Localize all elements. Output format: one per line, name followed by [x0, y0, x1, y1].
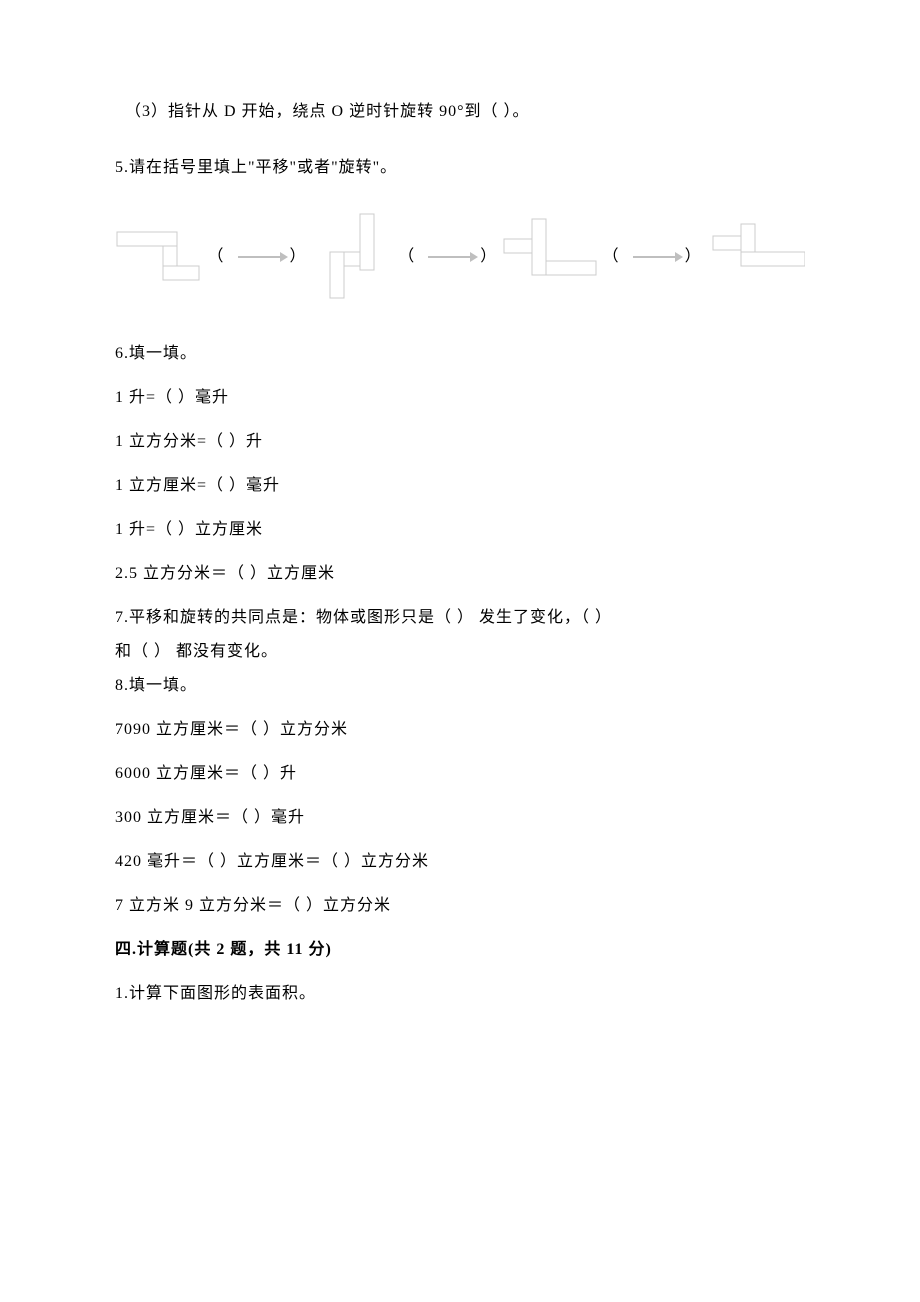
question-6-line-3-text: 1 升=（ ）立方厘米: [115, 521, 263, 538]
question-6-line-1: 1 立方分米=（ ）升: [115, 430, 805, 454]
paren-close-2: ）: [480, 245, 496, 269]
question-7-line-2: 和（ ） 都没有变化。: [115, 640, 805, 664]
question-8-line-0: 7090 立方厘米＝（ ）立方分米: [115, 718, 805, 742]
paren-open-3: （: [603, 245, 619, 269]
question-5-intro: 5.请在括号里填上"平移"或者"旋转"。: [115, 156, 805, 180]
paren-close-1: ）: [290, 245, 306, 269]
question-8-line-4-text: 7 立方米 9 立方分米＝（ ）立方分米: [115, 897, 391, 914]
question-8-title: 8.填一填。: [115, 674, 805, 698]
section-4-title-text: 四.计算题(共 2 题，共 11 分): [115, 941, 332, 958]
question-8-line-3-text: 420 毫升＝（ ）立方厘米＝（ ）立方分米: [115, 853, 429, 870]
arrow-icon-2: [428, 251, 478, 263]
section-4-title: 四.计算题(共 2 题，共 11 分): [115, 938, 805, 962]
question-8-line-1-text: 6000 立方厘米＝（ ）升: [115, 765, 297, 782]
arrow-icon-1: [238, 251, 288, 263]
question-6-line-3: 1 升=（ ）立方厘米: [115, 518, 805, 542]
question-calc-1: 1.计算下面图形的表面积。: [115, 982, 805, 1006]
paren-open-2: （: [398, 245, 414, 269]
shape-2: [312, 212, 393, 302]
question-8-line-2: 300 立方厘米＝（ ）毫升: [115, 806, 805, 830]
question-8-line-4: 7 立方米 9 立方分米＝（ ）立方分米: [115, 894, 805, 918]
question-6-line-0-text: 1 升=（ ）毫升: [115, 389, 229, 406]
paren-open-1: （: [208, 245, 224, 269]
arrow-icon-3: [633, 251, 683, 263]
question-6-line-1-text: 1 立方分米=（ ）升: [115, 433, 263, 450]
paren-close-3: ）: [685, 245, 701, 269]
question-6-line-2-text: 1 立方厘米=（ ）毫升: [115, 477, 280, 494]
question-calc-1-text: 1.计算下面图形的表面积。: [115, 985, 316, 1002]
question-7-line-2-text: 和（ ） 都没有变化。: [115, 643, 278, 660]
arrow-group-1: （ ）: [208, 245, 306, 269]
question-6-line-4: 2.5 立方分米＝（ ）立方厘米: [115, 562, 805, 586]
question-7-line-1: 7.平移和旋转的共同点是：物体或图形只是（ ） 发生了变化，（ ）: [115, 606, 805, 630]
question-7-line-1-text: 7.平移和旋转的共同点是：物体或图形只是（ ） 发生了变化，（ ）: [115, 609, 612, 626]
question-8-title-text: 8.填一填。: [115, 677, 197, 694]
arrow-group-3: （ ）: [603, 245, 701, 269]
question-6-line-4-text: 2.5 立方分米＝（ ）立方厘米: [115, 565, 335, 582]
shape-1: [115, 222, 202, 292]
question-6-title: 6.填一填。: [115, 342, 805, 366]
question-6-line-2: 1 立方厘米=（ ）毫升: [115, 474, 805, 498]
question-6-line-0: 1 升=（ ）毫升: [115, 386, 805, 410]
question-8-line-1: 6000 立方厘米＝（ ）升: [115, 762, 805, 786]
shape-4: [707, 222, 805, 292]
question-8-line-3: 420 毫升＝（ ）立方厘米＝（ ）立方分米: [115, 850, 805, 874]
question-5-diagram: （ ） （ ） （: [115, 212, 805, 302]
question-6-title-text: 6.填一填。: [115, 345, 197, 362]
question-4-3-text: （3）指针从 D 开始，绕点 O 逆时针旋转 90°到（ ）。: [125, 103, 530, 120]
question-8-line-0-text: 7090 立方厘米＝（ ）立方分米: [115, 721, 348, 738]
question-8-line-2-text: 300 立方厘米＝（ ）毫升: [115, 809, 305, 826]
question-5-intro-text: 5.请在括号里填上"平移"或者"旋转"。: [115, 159, 397, 176]
question-4-3: （3）指针从 D 开始，绕点 O 逆时针旋转 90°到（ ）。: [115, 100, 805, 124]
shape-3: [502, 217, 596, 297]
arrow-group-2: （ ）: [398, 245, 496, 269]
